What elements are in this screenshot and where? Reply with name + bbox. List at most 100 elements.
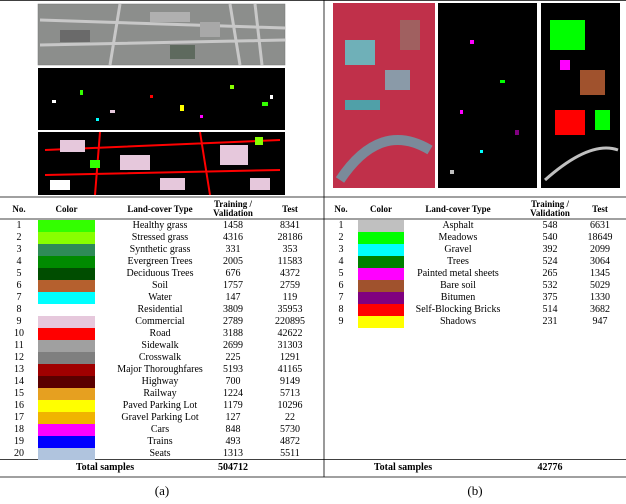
color-swatch — [38, 232, 95, 244]
row-number: 13 — [14, 365, 24, 375]
row-number: 19 — [14, 437, 24, 447]
image-aerial — [38, 4, 285, 65]
land-cover-type: Commercial — [135, 317, 184, 327]
training-count: 676 — [226, 269, 241, 279]
panel-caption: (a) — [155, 486, 169, 496]
training-count: 540 — [543, 233, 558, 243]
test-count: 41165 — [278, 365, 303, 375]
land-cover-type: Bare soil — [440, 281, 476, 291]
training-count: 3188 — [223, 329, 243, 339]
test-count: 3064 — [590, 257, 610, 267]
land-cover-type: Crosswalk — [139, 353, 181, 363]
training-count: 1313 — [223, 449, 243, 459]
test-count: 11583 — [278, 257, 303, 267]
training-count: 265 — [543, 269, 558, 279]
land-cover-type: Seats — [149, 449, 170, 459]
panel-caption: (b) — [467, 486, 482, 496]
color-swatch — [38, 424, 95, 436]
test-count: 42622 — [278, 329, 303, 339]
test-count: 10296 — [278, 401, 303, 411]
test-count: 5730 — [280, 425, 300, 435]
test-count: 5511 — [280, 449, 300, 459]
row-number: 8 — [339, 305, 344, 315]
color-swatch — [358, 304, 404, 316]
test-count: 4872 — [280, 437, 300, 447]
column-header: Color — [370, 204, 392, 214]
training-count: 127 — [226, 413, 241, 423]
test-count: 18649 — [588, 233, 613, 243]
row-number: 6 — [339, 281, 344, 291]
color-swatch — [358, 292, 404, 304]
row-number: 14 — [14, 377, 24, 387]
test-count: 28186 — [278, 233, 303, 243]
color-swatch — [38, 340, 95, 352]
color-swatch — [358, 256, 404, 268]
row-number: 16 — [14, 401, 24, 411]
land-cover-type: Painted metal sheets — [417, 269, 499, 279]
test-count: 220895 — [275, 317, 305, 327]
row-number: 5 — [17, 269, 22, 279]
row-number: 3 — [339, 245, 344, 255]
row-number: 4 — [17, 257, 22, 267]
color-swatch — [38, 304, 95, 316]
row-number: 6 — [17, 281, 22, 291]
color-swatch — [38, 352, 95, 364]
column-header: Training / Validation — [204, 200, 262, 218]
color-swatch — [38, 280, 95, 292]
land-cover-type: Deciduous Trees — [127, 269, 194, 279]
color-swatch — [38, 316, 95, 328]
land-cover-type: Gravel Parking Lot — [121, 413, 198, 423]
test-count: 1345 — [590, 269, 610, 279]
total-label: Total samples — [374, 463, 432, 473]
row-number: 2 — [17, 233, 22, 243]
test-count: 3682 — [590, 305, 610, 315]
training-count: 514 — [543, 305, 558, 315]
row-number: 4 — [339, 257, 344, 267]
row-number: 5 — [339, 269, 344, 279]
training-count: 5193 — [223, 365, 243, 375]
color-swatch — [358, 316, 404, 328]
test-count: 947 — [593, 317, 608, 327]
color-swatch — [38, 220, 95, 232]
row-number: 12 — [14, 353, 24, 363]
land-cover-type: Paved Parking Lot — [123, 401, 197, 411]
color-swatch — [358, 220, 404, 232]
training-count: 147 — [226, 293, 241, 303]
land-cover-type: Shadows — [440, 317, 476, 327]
color-swatch — [38, 448, 95, 460]
column-header: Test — [282, 204, 298, 214]
row-number: 17 — [14, 413, 24, 423]
land-cover-type: Evergreen Trees — [127, 257, 192, 267]
total-value: 42776 — [538, 463, 563, 473]
training-count: 2789 — [223, 317, 243, 327]
training-count: 231 — [543, 317, 558, 327]
training-count: 2699 — [223, 341, 243, 351]
land-cover-type: Meadows — [439, 233, 478, 243]
figure: No.ColorLand-cover TypeTraining / Valida… — [0, 0, 626, 504]
land-cover-type: Residential — [138, 305, 183, 315]
column-header: Test — [592, 204, 608, 214]
row-number: 1 — [17, 221, 22, 231]
color-swatch — [38, 388, 95, 400]
test-count: 8341 — [280, 221, 300, 231]
test-count: 31303 — [278, 341, 303, 351]
color-swatch — [358, 280, 404, 292]
color-swatch — [38, 412, 95, 424]
column-header: No. — [12, 204, 25, 214]
color-swatch — [38, 256, 95, 268]
image-training-samples — [38, 68, 285, 130]
test-count: 2759 — [280, 281, 300, 291]
color-swatch — [38, 268, 95, 280]
test-count: 6631 — [590, 221, 610, 231]
image-ground-truth — [38, 132, 285, 195]
color-swatch — [358, 232, 404, 244]
color-swatch — [38, 328, 95, 340]
test-count: 2099 — [590, 245, 610, 255]
color-swatch — [38, 364, 95, 376]
row-number: 20 — [14, 449, 24, 459]
training-count: 2005 — [223, 257, 243, 267]
row-number: 18 — [14, 425, 24, 435]
row-number: 9 — [339, 317, 344, 327]
training-count: 493 — [226, 437, 241, 447]
row-number: 1 — [339, 221, 344, 231]
